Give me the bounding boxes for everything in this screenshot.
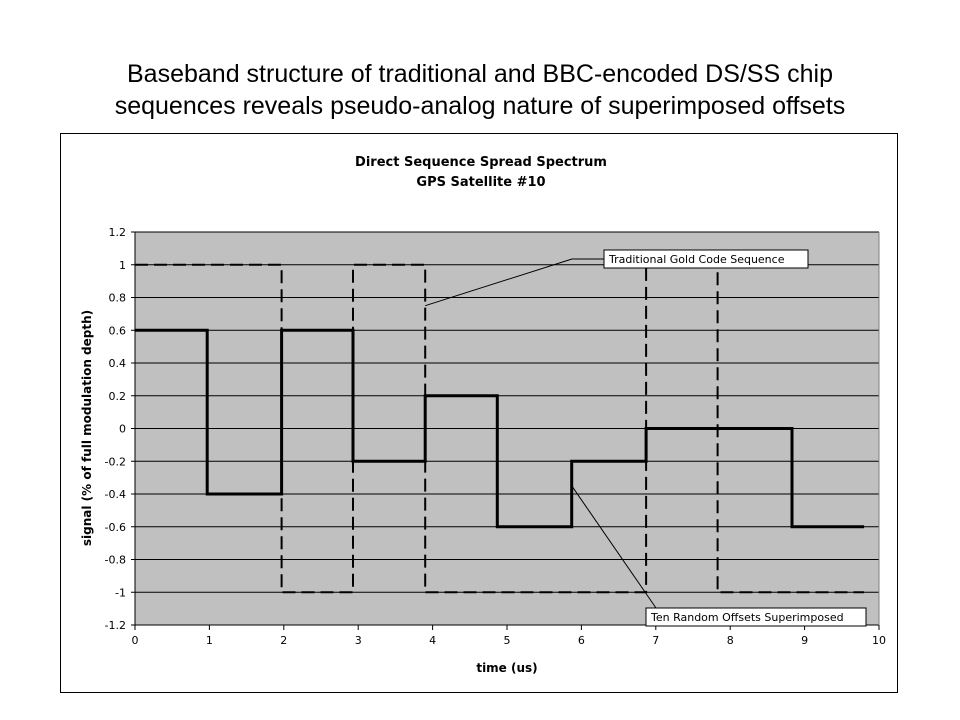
x-tick-label: 8 (727, 634, 734, 647)
x-tick-label: 2 (280, 634, 287, 647)
y-tick-label: 1 (119, 259, 126, 272)
annotation-gold-code-box (603, 249, 809, 269)
x-tick-label: 9 (801, 634, 808, 647)
y-tick-label: -0.4 (105, 488, 126, 501)
x-tick-label: 10 (872, 634, 886, 647)
y-tick-label: 0.6 (109, 324, 127, 337)
y-tick-label: 1.2 (109, 226, 127, 239)
y-tick-label: 0.4 (109, 357, 127, 370)
y-tick-label: -0.6 (105, 521, 126, 534)
chart-title-line-2: GPS Satellite #10 (416, 175, 545, 190)
y-axis-label: signal (% of full modulation depth) (80, 310, 94, 546)
y-tick-label: -0.2 (105, 455, 126, 468)
x-tick-label: 4 (429, 634, 436, 647)
y-tick-label: -1.2 (105, 619, 126, 632)
annotation-gold-code-leader (425, 258, 573, 307)
series-layer (135, 263, 865, 594)
chart-title-line-1: Direct Sequence Spread Spectrum (355, 155, 607, 170)
slide-title: Baseband structure of traditional and BB… (0, 58, 960, 122)
x-axis-label: time (us) (476, 661, 537, 675)
x-tick-label: 0 (132, 634, 139, 647)
y-tick-label: -0.8 (105, 554, 126, 567)
annotation-layer: Traditional Gold Code Sequence Ten Random… (425, 249, 867, 627)
x-tick-label: 1 (206, 634, 213, 647)
x-tick-label: 6 (578, 634, 585, 647)
y-tick-label: 0.2 (109, 390, 127, 403)
x-tick-label: 5 (504, 634, 511, 647)
y-tick-label: -1 (115, 586, 126, 599)
annotation-random-offsets-box (645, 607, 867, 627)
chart-frame: Direct Sequence Spread Spectrum GPS Sate… (60, 133, 898, 693)
axis-layer: 1.2 1 0.8 0.6 0.4 0.2 0 -0.2 -0.4 -0.6 -0.8 -1 -1.2 0… (105, 226, 886, 647)
slide-title-line-1: Baseband structure of traditional and BB… (127, 60, 833, 88)
y-tick-label: 0 (119, 423, 126, 436)
slide-title-line-2: sequences reveals pseudo-analog nature o… (114, 92, 846, 120)
annotation-gold-code-text: Traditional Gold Code Sequence (608, 253, 785, 266)
series-random-offsets-line (135, 328, 865, 529)
annotation-random-offsets-text: Ten Random Offsets Superimposed (650, 611, 844, 624)
chart-svg: Direct Sequence Spread Spectrum GPS Sate… (80, 155, 886, 675)
annotation-random-offsets-leader (571, 485, 657, 609)
x-tick-label: 7 (652, 634, 659, 647)
x-tick-label: 3 (355, 634, 362, 647)
y-tick-label: 0.8 (109, 292, 127, 305)
